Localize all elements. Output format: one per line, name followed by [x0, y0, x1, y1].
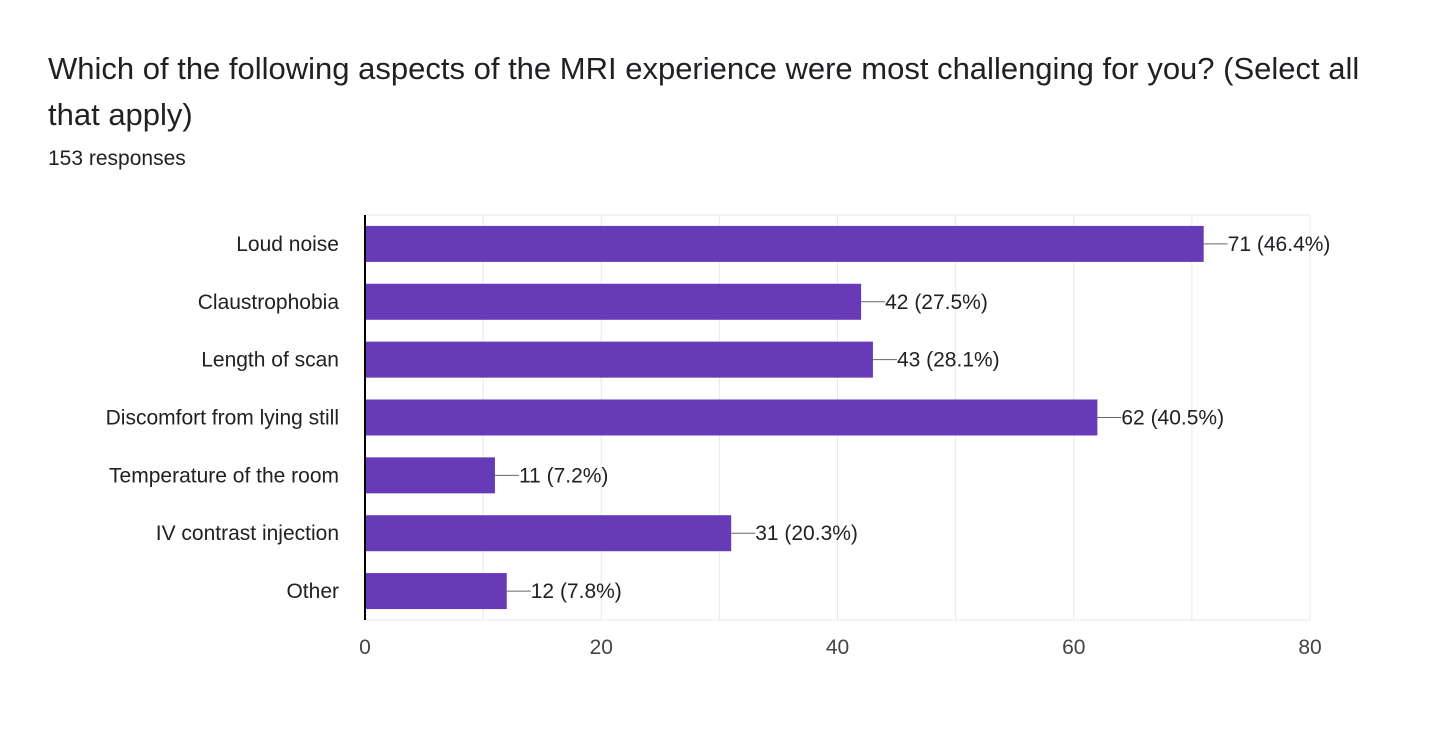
bar: [365, 399, 1098, 436]
data-label: 12 (7.8%): [531, 580, 622, 603]
data-label: 62 (40.5%): [1121, 407, 1224, 430]
category-label: Claustrophobia: [198, 291, 340, 314]
response-count: 153 responses: [48, 147, 186, 170]
bar: [365, 283, 862, 320]
bar: [365, 457, 495, 494]
bar: [365, 341, 873, 378]
x-tick-label: 80: [1298, 636, 1321, 659]
bar: [365, 573, 507, 610]
category-label: Discomfort from lying still: [106, 407, 339, 430]
question-title: Which of the following aspects of the MR…: [48, 51, 1360, 132]
labels: 0 20 40 60 80 Loud noise 71 (46.4%) Claustropho…: [106, 215, 1331, 659]
data-label: 43 (28.1%): [897, 349, 1000, 372]
category-label: Temperature of the room: [109, 464, 339, 487]
x-tick-label: 60: [1062, 636, 1085, 659]
data-label: 11 (7.2%): [519, 464, 609, 487]
data-label: 71 (46.4%): [1228, 233, 1331, 256]
bar: [365, 225, 1204, 262]
x-tick-label: 20: [590, 636, 613, 659]
data-label: 42 (27.5%): [885, 291, 988, 314]
x-tick-label: 0: [359, 636, 371, 659]
x-tick-label: 40: [826, 636, 849, 659]
data-label: 31 (20.3%): [755, 522, 858, 545]
bars: [365, 225, 1204, 610]
category-label: Length of scan: [201, 349, 339, 372]
category-label: Other: [286, 580, 339, 603]
bar: [365, 515, 732, 552]
category-label: IV contrast injection: [156, 522, 339, 545]
category-label: Loud noise: [236, 233, 339, 256]
